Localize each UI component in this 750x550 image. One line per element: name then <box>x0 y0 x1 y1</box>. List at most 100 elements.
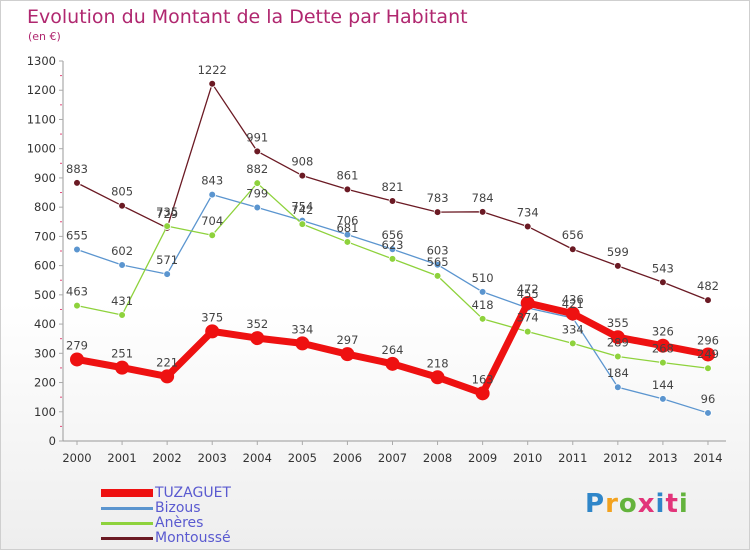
y-tick-label: 700 <box>34 229 56 243</box>
data-point <box>343 185 352 194</box>
data-label: 463 <box>66 285 88 299</box>
data-point <box>478 315 487 323</box>
legend-item-montousse: Montoussé <box>101 530 321 547</box>
data-label: 734 <box>517 205 539 219</box>
data-label: 783 <box>427 191 449 205</box>
data-label: 144 <box>652 378 674 392</box>
data-label: 908 <box>291 155 313 169</box>
logo-letter: o <box>618 489 638 519</box>
data-label: 297 <box>336 333 358 347</box>
data-label: 603 <box>427 244 449 258</box>
data-point <box>160 369 175 384</box>
data-point <box>430 370 445 385</box>
logo-letter: P <box>585 489 606 519</box>
data-point <box>610 330 625 345</box>
data-label: 656 <box>562 228 584 242</box>
data-point <box>115 360 130 375</box>
data-point <box>208 80 217 88</box>
x-tick-label: 2008 <box>423 451 452 465</box>
data-label: 742 <box>291 203 313 217</box>
data-point <box>614 383 622 392</box>
legend-label: TUZAGUET <box>155 485 231 501</box>
data-label: 375 <box>201 310 223 324</box>
series-tuzaguet <box>70 296 715 401</box>
data-label: 805 <box>111 185 133 199</box>
data-point <box>385 356 400 371</box>
x-tick-label: 2009 <box>468 451 497 465</box>
y-tick-label: 400 <box>34 317 56 331</box>
data-point <box>568 245 577 254</box>
logo-letter: i <box>678 489 689 519</box>
data-point <box>208 190 217 199</box>
x-tick-label: 2006 <box>333 451 362 465</box>
y-tick-label: 1000 <box>27 142 56 156</box>
data-point <box>388 255 397 263</box>
data-label: 296 <box>697 333 719 347</box>
data-label: 821 <box>382 180 404 194</box>
data-label: 599 <box>607 245 629 259</box>
data-label: 655 <box>66 229 88 243</box>
data-label: 355 <box>607 316 629 330</box>
data-point <box>253 203 262 212</box>
data-label: 882 <box>246 162 268 176</box>
data-label: 326 <box>652 325 674 339</box>
data-label: 184 <box>607 366 629 380</box>
y-tick-label: 1200 <box>27 83 56 97</box>
legend-swatch <box>101 507 153 510</box>
data-point <box>343 238 352 246</box>
y-tick-label: 1300 <box>27 54 56 68</box>
data-point <box>118 311 126 319</box>
data-point <box>704 409 712 417</box>
data-label: 843 <box>201 174 223 188</box>
legend-swatch <box>101 489 153 497</box>
data-label: 656 <box>382 228 404 242</box>
data-label: 482 <box>697 279 719 293</box>
data-point <box>298 220 307 228</box>
data-point <box>478 288 487 296</box>
data-point <box>73 301 81 310</box>
legend-swatch <box>101 537 153 540</box>
data-point <box>565 306 580 321</box>
data-point <box>520 296 535 311</box>
data-point <box>253 179 262 187</box>
data-point <box>205 324 220 339</box>
data-point <box>523 327 532 336</box>
x-tick-label: 2000 <box>62 451 91 465</box>
series-layer <box>70 80 715 417</box>
data-point <box>614 262 622 270</box>
data-label: 334 <box>562 322 584 336</box>
data-label: 565 <box>427 255 449 269</box>
data-point <box>704 296 712 304</box>
data-point <box>343 230 352 239</box>
data-point <box>523 222 532 231</box>
x-tick-label: 2004 <box>243 451 272 465</box>
data-point <box>253 147 262 156</box>
data-label: 96 <box>701 392 716 406</box>
series-montousse <box>73 80 712 304</box>
data-label: 251 <box>111 347 133 361</box>
x-tick-label: 2010 <box>513 451 542 465</box>
data-point <box>118 201 126 210</box>
data-point <box>659 278 667 287</box>
x-tick-label: 2013 <box>648 451 677 465</box>
y-tick-label: 0 <box>49 434 56 448</box>
y-tick-label: 100 <box>34 405 56 419</box>
chart-title: Evolution du Montant de la Dette par Hab… <box>27 6 468 28</box>
x-tick-label: 2007 <box>378 451 407 465</box>
data-label: 571 <box>156 253 178 267</box>
data-point <box>655 338 670 353</box>
data-point <box>118 261 126 269</box>
axes: 0 100 200 300 400 500 600 700 800 900 1000 1100 1200… <box>27 54 726 465</box>
data-label: 799 <box>246 186 268 200</box>
data-label: 352 <box>246 317 268 331</box>
data-point <box>433 208 442 216</box>
data-point <box>163 270 171 278</box>
data-point <box>659 358 667 367</box>
y-tick-label: 500 <box>34 288 56 302</box>
data-label: 602 <box>111 244 133 258</box>
x-tick-label: 2005 <box>288 451 317 465</box>
data-point <box>478 208 487 216</box>
data-labels: 883 805 729 1222 991 908 861 821 783 784 734 656 599… <box>66 63 719 406</box>
data-label: 735 <box>156 205 178 219</box>
